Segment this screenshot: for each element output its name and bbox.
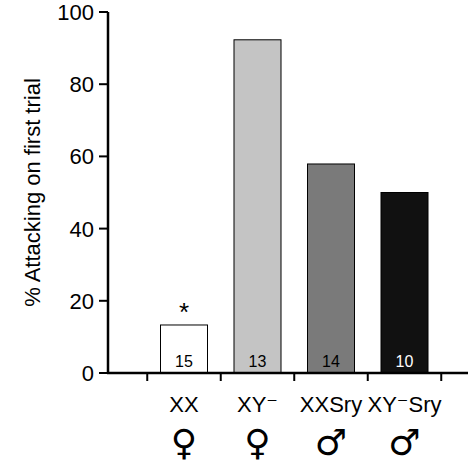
sex-symbol: ♂ xyxy=(388,422,420,463)
y-tick-label: 100 xyxy=(57,0,94,25)
x-tick xyxy=(367,373,369,381)
x-tick-label: XXSry xyxy=(300,392,362,417)
y-tick xyxy=(99,300,108,302)
sex-symbol: ♂ xyxy=(315,422,347,463)
y-axis xyxy=(107,12,110,374)
y-tick xyxy=(99,83,108,85)
y-tick-label: 60 xyxy=(70,144,94,169)
y-tick xyxy=(99,155,108,157)
y-axis-label: % Attacking on first trial xyxy=(20,78,45,307)
chart: 0 20 40 60 80 100 XX ♀ 15 XY⁻ ♀ 13 XXSry ♂ 14 XY⁻Sry ♂ 10… xyxy=(0,0,474,466)
annotation: * xyxy=(179,297,189,327)
bar xyxy=(161,325,208,373)
n-label: 13 xyxy=(249,353,267,370)
sex-symbol: ♀ xyxy=(244,422,270,463)
bar xyxy=(381,193,428,374)
x-tick xyxy=(220,373,222,381)
x-tick-label: XY⁻Sry xyxy=(368,392,442,417)
x-tick-label: XY⁻ xyxy=(237,392,278,417)
y-tick xyxy=(99,11,108,13)
x-axis xyxy=(107,372,468,375)
n-label: 15 xyxy=(175,353,193,370)
n-label: 10 xyxy=(396,353,414,370)
x-tick xyxy=(146,373,148,381)
x-tick xyxy=(293,373,295,381)
y-tick xyxy=(99,228,108,230)
n-label: 14 xyxy=(322,353,340,370)
y-tick-label: 80 xyxy=(70,72,94,97)
bar xyxy=(308,164,355,373)
y-tick-label: 0 xyxy=(82,361,94,386)
bar xyxy=(234,40,281,373)
sex-symbol: ♀ xyxy=(171,422,197,463)
y-tick-label: 20 xyxy=(70,289,94,314)
y-tick xyxy=(99,372,108,374)
x-tick-label: XX xyxy=(169,392,199,417)
x-tick xyxy=(440,373,442,381)
y-tick-label: 40 xyxy=(70,217,94,242)
